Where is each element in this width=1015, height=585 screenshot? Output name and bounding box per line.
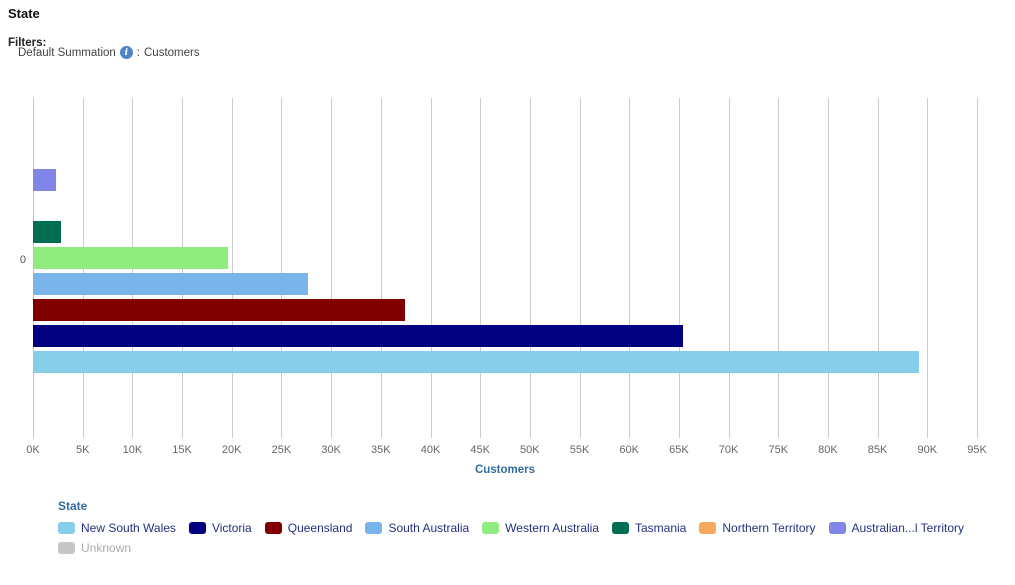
gridline [579,98,581,438]
x-tick-label: 85K [867,444,888,456]
page-title: State [8,6,40,21]
bar-queensland[interactable] [33,299,405,321]
x-tick-label: 65K [669,444,689,456]
bar-new-south-wales[interactable] [33,351,919,373]
x-tick-label: 45K [470,444,490,456]
legend-label: New South Wales [81,521,176,535]
gridline [827,98,829,438]
legend-swatch [828,522,846,534]
legend-label: Tasmania [635,521,687,535]
gridline [877,98,879,438]
x-tick-label: 75K [768,444,789,456]
x-tick-label: 20K [221,444,242,456]
x-tick-label: 50K [520,444,540,456]
info-icon[interactable]: i [119,46,133,59]
x-tick-label: 30K [321,444,341,456]
legend-items: New South Wales Victoria Queensland South A… [58,521,1010,555]
gridline [231,98,233,438]
gridline [629,98,631,438]
gridline [529,98,531,438]
filter-name: Default Summation [18,46,116,59]
legend-swatch [612,522,629,534]
legend-swatch [264,522,282,534]
x-tick-label: 90K [917,444,938,456]
bar-victoria[interactable] [33,325,683,347]
legend-item-unknown[interactable]: Unknown [58,541,131,555]
legend-label: Queensland [287,521,353,535]
x-tick-label: 60K [619,444,639,456]
gridline [927,98,929,438]
legend-item-northern-territory[interactable]: Northern Territory [699,521,816,535]
gridline [281,98,283,438]
legend-swatch [58,542,75,554]
legend-item-victoria[interactable]: Victoria [188,521,252,535]
gridline [331,98,333,438]
x-tick-label: 80K [818,444,838,456]
filter-separator: : [136,46,140,59]
x-tick-label: 95K [967,444,987,456]
chart-legend: State New South Wales Victoria Queensland S… [58,499,1010,555]
x-tick-label: 5K [75,444,90,456]
gridline [728,98,730,438]
x-tick-label: 25K [271,444,292,456]
filter-value: Customers [144,46,200,59]
legend-label: Western Australia [505,521,599,535]
bar-south-australia[interactable] [33,273,308,295]
x-tick-label: 70K [718,444,739,456]
x-tick-label: 35K [371,444,391,456]
bar-tasmania[interactable] [33,221,61,243]
legend-label: Northern Territory [722,521,816,535]
gridline [977,98,978,438]
chart-plot-area: 0 Customers 0K 5K 10K 15K 20K 25K 30K 35K 40K 45K… [19,98,987,476]
gridline [430,98,432,438]
legend-item-south-australia[interactable]: South Australia [365,521,469,535]
legend-swatch [699,522,717,534]
legend-label: Australian...l Territory [851,521,964,535]
x-tick-label: 40K [420,444,441,456]
x-tick-label: 0K [26,444,40,456]
x-tick-label: 55K [569,444,590,456]
legend-label: Victoria [211,521,252,535]
bar-australian-l-territory[interactable] [33,169,56,191]
legend-item-australian-l-territory[interactable]: Australian...l Territory [828,521,964,535]
bar-western-australia[interactable] [33,247,228,269]
legend-item-western-australia[interactable]: Western Australia [482,521,599,535]
y-category-label: 0 [19,254,26,266]
legend-item-queensland[interactable]: Queensland [264,521,353,535]
gridline [380,98,382,438]
legend-label: South Australia [388,521,470,535]
filter-row: Default Summation i : Customers [18,46,200,59]
x-tick-label: 10K [122,444,143,456]
legend-label: Unknown [81,541,132,555]
gridline [480,98,482,438]
legend-item-tasmania[interactable]: Tasmania [612,521,686,535]
legend-swatch [58,522,75,534]
legend-title: State [58,499,88,513]
x-tick-label: 15K [172,444,192,456]
gridline [678,98,680,438]
gridline [778,98,780,438]
filters-label: Filters: [8,37,47,49]
legend-item-new-south-wales[interactable]: New South Wales [58,521,176,535]
x-axis-title: Customers [474,464,536,476]
legend-swatch [482,522,500,534]
legend-swatch [365,522,383,534]
legend-swatch [188,522,206,534]
